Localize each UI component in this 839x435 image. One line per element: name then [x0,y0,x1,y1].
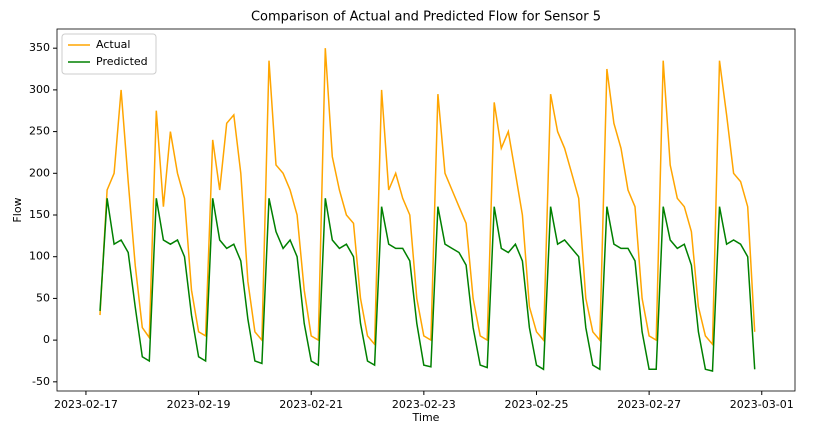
y-tick-label: 350 [29,41,50,54]
legend-label: Actual [96,38,130,51]
legend: Actual Predicted [61,33,157,75]
y-tick-label: 50 [36,291,50,304]
chart-title: Comparison of Actual and Predicted Flow … [251,10,601,25]
y-tick-label: -50 [32,375,50,388]
x-tick-label: 2023-02-19 [167,398,231,411]
x-tick-label: 2023-02-23 [392,398,456,411]
plot-frame [56,28,796,392]
x-tick-label: 2023-02-25 [505,398,569,411]
legend-box [61,33,157,75]
x-axis-label: Time [412,411,440,424]
y-tick-label: 300 [29,83,50,96]
x-tick-label: 2023-02-27 [617,398,681,411]
series-line [99,48,756,347]
y-tick-label: 250 [29,125,50,138]
y-tick-label: 100 [29,250,50,263]
legend-label: Predicted [96,55,148,68]
y-axis-label: Flow [11,197,24,222]
y-tick-label: 200 [29,166,50,179]
x-tick-label: 2023-02-17 [54,398,118,411]
x-tick-label: 2023-02-21 [279,398,343,411]
x-tick-label: 2023-03-01 [730,398,794,411]
y-tick-label: 150 [29,208,50,221]
series-line [99,198,756,372]
y-tick-label: 0 [43,333,50,346]
